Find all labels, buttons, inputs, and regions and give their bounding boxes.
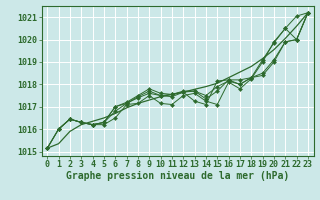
- X-axis label: Graphe pression niveau de la mer (hPa): Graphe pression niveau de la mer (hPa): [66, 171, 289, 181]
